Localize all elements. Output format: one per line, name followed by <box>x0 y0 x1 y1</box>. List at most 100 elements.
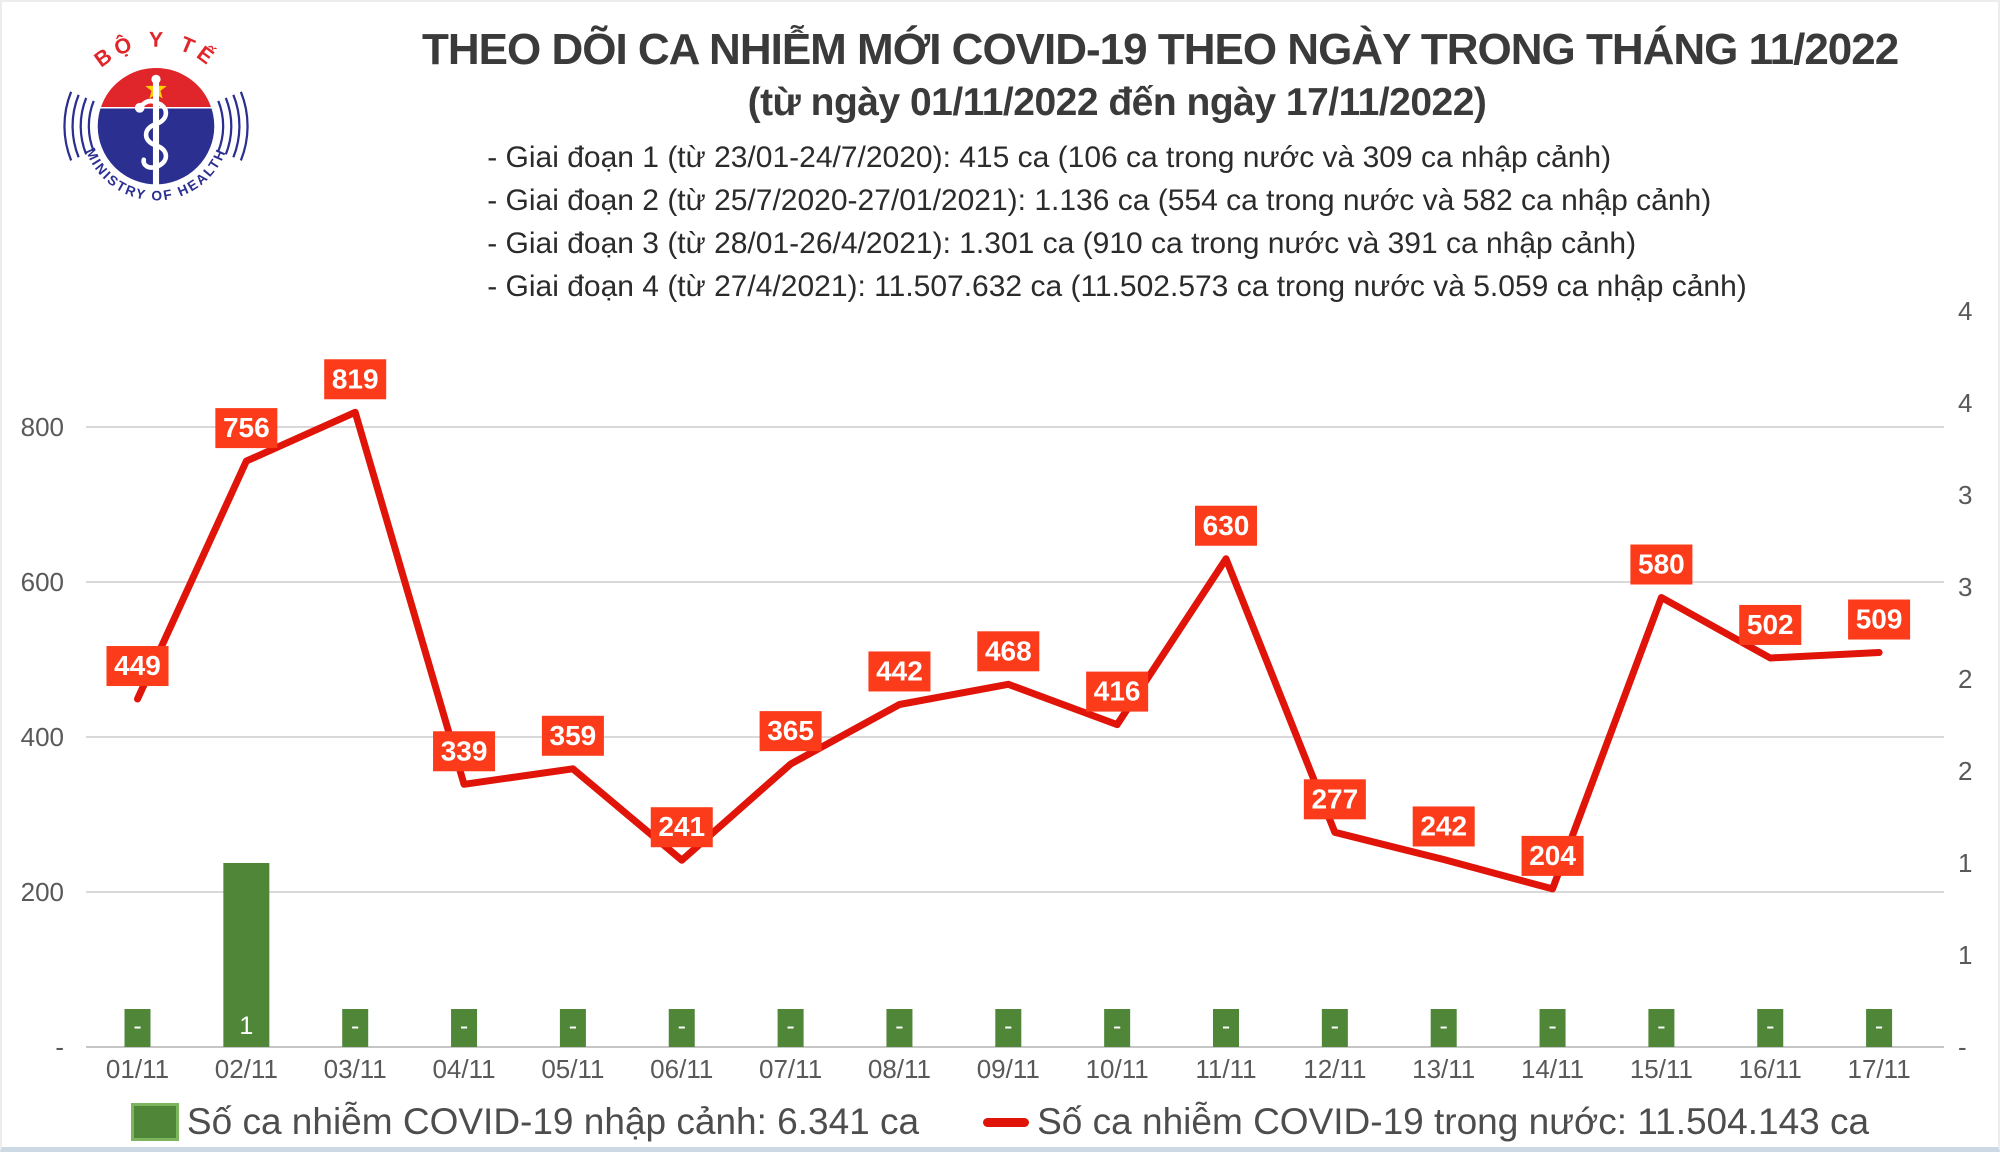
period-notes: - Giai đoạn 1 (từ 23/01-24/7/2020): 415 … <box>487 136 1747 308</box>
bar <box>995 1009 1022 1047</box>
data-label: 242 <box>1420 810 1467 841</box>
data-label: 359 <box>550 720 597 751</box>
legend-item-imported-cases: Số ca nhiễm COVID-19 nhập cảnh: 6.341 ca <box>130 1101 920 1143</box>
x-axis-label: 12/11 <box>1303 1054 1366 1084</box>
bar-value-label: - <box>1331 1012 1339 1040</box>
right-axis-tick: 3 <box>1958 480 1972 510</box>
bar <box>1104 1009 1131 1047</box>
bar <box>223 863 270 1047</box>
data-label-box <box>1739 604 1802 645</box>
line-series-swatch-icon <box>983 1117 1030 1127</box>
bar-value-label: - <box>1004 1012 1012 1040</box>
data-label: 630 <box>1203 510 1250 541</box>
data-label-box <box>1086 671 1149 712</box>
x-axis-label: 11/11 <box>1195 1054 1256 1084</box>
left-axis-tick: 200 <box>21 877 64 907</box>
bar-value-label: - <box>1548 1012 1556 1040</box>
right-axis-tick: 1 <box>1958 940 1972 970</box>
bar <box>1321 1009 1348 1047</box>
data-label-box <box>541 715 604 756</box>
data-label-box <box>324 359 387 400</box>
x-axis-label: 05/11 <box>541 1054 604 1084</box>
bar <box>1866 1009 1893 1047</box>
page-title: THEO DÕI CA NHIỄM MỚI COVID-19 THEO NGÀY… <box>422 25 1899 74</box>
right-axis-tick: 2 <box>1958 664 1972 694</box>
bar <box>124 1009 151 1047</box>
data-label: 468 <box>985 635 1032 666</box>
x-axis-label: 14/11 <box>1521 1054 1584 1084</box>
data-label-box <box>215 408 278 449</box>
data-label: 819 <box>332 363 379 394</box>
x-axis-label: 15/11 <box>1630 1054 1693 1084</box>
bar-value-label: - <box>786 1012 794 1040</box>
x-axis-label: 06/11 <box>650 1054 713 1084</box>
data-label: 509 <box>1856 604 1903 635</box>
bar-value-label: - <box>1440 1012 1448 1040</box>
left-axis-tick: 400 <box>21 722 64 752</box>
x-axis-label: 13/11 <box>1412 1054 1475 1084</box>
left-axis-tick: - <box>55 1032 64 1062</box>
data-label-box <box>1630 544 1693 585</box>
x-axis-label: 08/11 <box>868 1054 931 1084</box>
chart-legend: Số ca nhiễm COVID-19 nhập cảnh: 6.341 ca… <box>2 1096 1998 1147</box>
bar-series-swatch-icon <box>130 1103 179 1141</box>
x-axis-label: 16/11 <box>1739 1054 1802 1084</box>
x-axis-label: 07/11 <box>759 1054 822 1084</box>
data-label-box <box>433 731 496 772</box>
bar-value-label: - <box>569 1012 577 1040</box>
legend-label-imported: Số ca nhiễm COVID-19 nhập cảnh: 6.341 ca <box>186 1101 920 1142</box>
data-label: 442 <box>876 655 923 686</box>
note-giai-doan-2: - Giai đoạn 2 (từ 25/7/2020-27/01/2021):… <box>487 184 1712 217</box>
bar-value-label: - <box>1222 1012 1230 1040</box>
data-label-box <box>1521 835 1584 876</box>
right-axis-tick: 2 <box>1958 756 1972 786</box>
legend-label-domestic: Số ca nhiễm COVID-19 trong nước: 11.504.… <box>1037 1101 1870 1142</box>
bar <box>1648 1009 1675 1047</box>
data-label-box <box>868 651 931 692</box>
bar-value-label: - <box>460 1012 468 1040</box>
bar <box>451 1009 478 1047</box>
data-label: 277 <box>1311 783 1358 814</box>
x-axis-label: 10/11 <box>1086 1054 1149 1084</box>
data-label-box <box>1195 505 1257 546</box>
bar-value-label: - <box>351 1012 359 1040</box>
right-axis-tick: - <box>1958 1032 1967 1062</box>
right-axis-tick: 4 <box>1958 296 1972 326</box>
x-axis-label: 01/11 <box>106 1054 169 1084</box>
data-label: 580 <box>1638 549 1685 580</box>
header: THEO DÕI CA NHIỄM MỚI COVID-19 THEO NGÀY… <box>422 24 1899 308</box>
bar <box>342 1009 369 1047</box>
x-axis-label: 02/11 <box>215 1054 278 1084</box>
note-giai-doan-3: - Giai đoạn 3 (từ 28/01-26/4/2021): 1.30… <box>487 227 1637 260</box>
bar <box>1539 1009 1566 1047</box>
bar <box>886 1009 913 1047</box>
bar-value-label: 1 <box>239 1012 253 1040</box>
ministry-of-health-logo: BỘ Y TẾ MINISTRY OF HEALTH <box>63 27 249 204</box>
page-subtitle: (từ ngày 01/11/2022 đến ngày 17/11/2022) <box>747 81 1487 124</box>
bar-value-label: - <box>678 1012 686 1040</box>
data-label: 502 <box>1747 609 1794 640</box>
bar <box>1430 1009 1457 1047</box>
right-axis-tick: 3 <box>1958 572 1972 602</box>
bar-value-label: - <box>1766 1012 1774 1040</box>
logo-side-arcs <box>63 91 249 161</box>
bar-value-label: - <box>133 1012 141 1040</box>
legend-item-domestic-cases: Số ca nhiễm COVID-19 trong nước: 11.504.… <box>983 1101 1869 1143</box>
data-label: 241 <box>658 811 705 842</box>
bar <box>1757 1009 1784 1047</box>
note-giai-doan-1: - Giai đoạn 1 (từ 23/01-24/7/2020): 415 … <box>487 141 1612 174</box>
left-axis-tick: 800 <box>21 412 64 442</box>
bar-value-label: - <box>1113 1012 1121 1040</box>
bar-value-label: - <box>895 1012 903 1040</box>
logo-staff-and-snake-icon <box>134 74 169 190</box>
data-label-box <box>977 631 1040 672</box>
bar <box>1213 1009 1239 1047</box>
data-label: 204 <box>1529 840 1576 871</box>
right-axis-tick: 1 <box>1958 848 1972 878</box>
data-label-box <box>650 807 713 848</box>
data-label: 449 <box>114 650 161 681</box>
bar <box>559 1009 586 1047</box>
data-label: 339 <box>441 735 488 766</box>
data-label: 365 <box>767 715 814 746</box>
